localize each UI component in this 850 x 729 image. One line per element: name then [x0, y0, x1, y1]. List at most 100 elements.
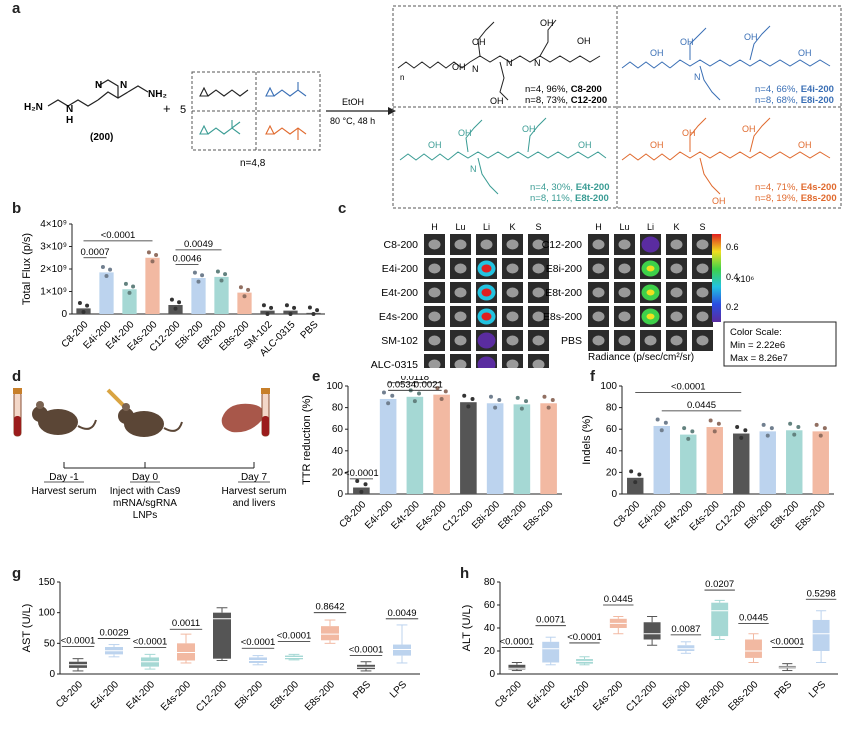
- e-sig-label: 0.0118: [401, 376, 429, 383]
- e-point: [359, 489, 364, 494]
- organ-shape: [592, 263, 605, 274]
- liver-signal: [641, 236, 660, 253]
- organ-shape: [618, 311, 631, 322]
- f-bar-E8i-200: [759, 431, 776, 494]
- f-ytick-label: 20: [606, 467, 618, 478]
- h-box-E8i-200: [677, 645, 695, 651]
- organ-shape: [696, 311, 709, 322]
- e-point: [488, 394, 493, 399]
- h-sig-label: <0.0001: [770, 637, 805, 648]
- f-ytick-label: 0: [611, 489, 617, 500]
- b-point: [246, 287, 251, 292]
- colorbar-tick-label: 0.4: [726, 272, 739, 282]
- f-bar-C8-200: [627, 477, 644, 494]
- e-point: [497, 398, 502, 403]
- yield-t-line2: n=8, 11%, E8t-200: [530, 193, 609, 204]
- h-xtick-label: E8t-200: [694, 679, 727, 712]
- panel-label-a: a: [12, 0, 21, 17]
- f-point: [822, 426, 827, 431]
- f-bar-C12-200: [733, 433, 750, 494]
- day-0-label: Day 0: [132, 472, 159, 483]
- f-ylabel: Indels (%): [581, 415, 593, 465]
- lipid-c-oh-5: OH: [490, 96, 504, 106]
- b-point: [200, 273, 205, 278]
- organ-shape: [592, 311, 605, 322]
- f-point: [814, 422, 819, 427]
- color-scale-min: Min = 2.22e6: [730, 340, 785, 351]
- e-point: [390, 393, 395, 398]
- organ-shape: [696, 287, 709, 298]
- yield-s-line1: n=4, 71%, E4s-200: [755, 182, 837, 193]
- row-label-right: E8s-200: [543, 311, 582, 323]
- e-sig-label: 0.0021: [414, 379, 443, 390]
- f-point: [708, 418, 713, 423]
- f-point: [743, 428, 748, 433]
- g-xtick-label: LPS: [388, 679, 409, 700]
- lipid-i-oh-4: OH: [798, 48, 812, 58]
- g-sig-label: <0.0001: [241, 637, 276, 648]
- liver-signal: [477, 332, 496, 349]
- h-sig-label: 0.0445: [604, 594, 633, 605]
- organ-shape: [696, 335, 709, 346]
- organ-shape: [454, 287, 467, 298]
- yield-i-line1: n=4, 66%, E4i-200: [755, 84, 834, 95]
- f-point: [633, 480, 638, 485]
- e-point: [493, 405, 498, 410]
- h-sig-label: <0.0001: [500, 637, 535, 648]
- organ-shape: [532, 287, 545, 298]
- liver-signal-hot: [646, 289, 655, 296]
- day-m1-desc: Harvest serum: [31, 486, 96, 497]
- b-point: [77, 300, 82, 305]
- g-box-E4s-200: [177, 643, 195, 661]
- g-sig-label: <0.0001: [133, 637, 168, 648]
- radiance-label: Radiance (p/sec/cm²/sr): [588, 352, 694, 363]
- b-ytick-label: 1×10⁹: [40, 287, 67, 298]
- organ-shape: [592, 335, 605, 346]
- e-ytick-label: 0: [337, 489, 343, 500]
- b-point: [307, 305, 312, 310]
- organ-shape: [506, 239, 519, 250]
- yield-t-line1: n=4, 30%, E4t-200: [530, 182, 610, 193]
- e-ytick-label: 20: [332, 467, 344, 478]
- organ-shape: [506, 335, 519, 346]
- organ-shape: [454, 263, 467, 274]
- g-sig-label: 0.0011: [172, 618, 200, 629]
- organ-shape: [592, 287, 605, 298]
- liver-signal-hot: [481, 288, 492, 297]
- e-point: [435, 386, 440, 391]
- amine-nh2: NH₂: [148, 89, 167, 100]
- panel-label-h: h: [460, 565, 470, 582]
- organ-shape: [670, 335, 683, 346]
- amine-label: (200): [90, 132, 113, 143]
- amine-n2: N: [95, 80, 102, 91]
- day-0-desc-2: mRNA/sgRNA: [113, 498, 177, 509]
- h-xtick-label: C8-200: [493, 679, 524, 710]
- lipid-c-n-3: N: [534, 58, 541, 68]
- panel-label-g: g: [12, 565, 22, 582]
- liver-signal-hot: [481, 264, 492, 273]
- organ-shape: [618, 335, 631, 346]
- e-point: [524, 399, 529, 404]
- h-box-E8s-200: [745, 639, 762, 658]
- day-7-desc-1: Harvest serum: [221, 486, 286, 497]
- f-point: [637, 472, 642, 477]
- mouse-icon-1: [32, 401, 97, 435]
- organ-header-left: H: [431, 222, 438, 232]
- b-point: [284, 303, 289, 308]
- n-caption: n=4,8: [240, 158, 266, 169]
- colorbar-tick-label: 0.6: [726, 242, 739, 252]
- lipid-c-n-2: N: [506, 58, 513, 68]
- epoxide-i-icon: [265, 82, 307, 97]
- lipid-c-n-1: N: [472, 64, 479, 74]
- yield-s-line2: n=8, 19%, E8s-200: [755, 193, 837, 204]
- b-point: [242, 294, 247, 299]
- e-ytick-label: 40: [332, 446, 344, 457]
- g-box-LPS: [393, 644, 411, 656]
- panel-label-f: f: [590, 368, 595, 385]
- lipid-c-oh-2: OH: [540, 18, 554, 28]
- organ-header-left: K: [509, 222, 515, 232]
- e-point: [443, 389, 448, 394]
- b-point: [315, 308, 320, 313]
- row-label-left: SM-102: [381, 335, 418, 347]
- f-point: [629, 469, 634, 474]
